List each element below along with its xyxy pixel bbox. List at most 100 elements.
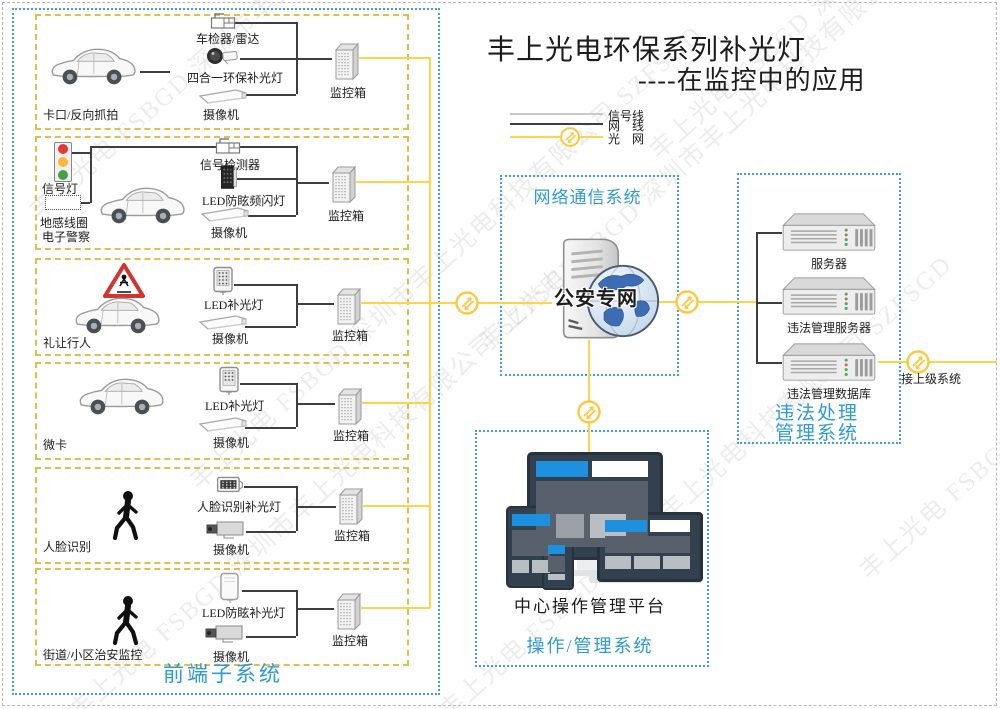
signal-line: [245, 427, 296, 429]
globe-icon: [586, 264, 660, 338]
network-line: [296, 303, 334, 305]
optical-line: [361, 607, 430, 609]
ground-loop-icon: [45, 195, 81, 210]
subsystem-label: 卡口/反向抓拍: [43, 108, 119, 122]
subsystem-box-microcheckpoint: [35, 362, 409, 460]
monitor-cabinet-icon: [337, 387, 363, 426]
phone-header-block: [548, 545, 565, 554]
front-end-box: [12, 8, 440, 695]
signal-line: [240, 383, 296, 385]
led-fill-light-icon: [213, 266, 233, 295]
cabinet-label: 监控箱: [334, 529, 371, 543]
signal-line: [248, 215, 296, 217]
monitor-cabinet-icon: [334, 42, 360, 81]
network-line: [296, 608, 334, 610]
cabinet-label: 监控箱: [332, 634, 369, 648]
led-antiglare-light-icon: [220, 572, 239, 603]
monitor-cabinet-icon: [336, 592, 362, 631]
signal-line: [244, 486, 296, 488]
subsystem-box-face-recognition: [35, 467, 409, 564]
violation-system-box: [737, 173, 901, 444]
tablet-tile: [532, 560, 550, 573]
device-label: 摄像机: [212, 332, 249, 346]
optical-line: [652, 301, 756, 303]
legend-optical-label: 光 网: [608, 132, 645, 146]
optical-uplink-line: [878, 361, 997, 363]
monitor-cabinet-icon: [338, 487, 364, 526]
signal-line: [246, 636, 296, 638]
pedestrian-crossing-sign-icon: [103, 263, 145, 298]
page-title: 丰上光电环保系列补光灯: [487, 35, 807, 66]
device-label: 摄像机: [211, 226, 248, 240]
camera-housing-icon: [198, 417, 247, 432]
operation-platform-label: 中心操作管理平台: [514, 597, 666, 616]
operation-system-label: 操作/管理系统: [526, 636, 654, 656]
signal-detector-icon: [215, 138, 241, 154]
legend-signal-line: [510, 113, 603, 115]
monitor-tile: [556, 514, 584, 538]
signal-line: [296, 146, 298, 215]
monitor-header-block: [536, 461, 588, 477]
tablet-body-block: [512, 530, 550, 556]
signal-line: [242, 590, 296, 592]
laptop-header-block: [605, 520, 647, 532]
subsystem-box-street-security: [35, 568, 409, 666]
fiber-node-icon: [675, 290, 699, 314]
signal-line: [70, 152, 90, 154]
signal-line: [140, 71, 170, 73]
rack-server-icon: [782, 213, 876, 251]
rack-server-icon: [782, 277, 876, 315]
strobe-light-icon: [221, 165, 237, 189]
network-line: [756, 362, 782, 364]
roadside-label: 信号灯: [42, 182, 79, 196]
operation-system-box: [475, 430, 709, 667]
device-label: 四合一环保补光灯: [187, 71, 284, 85]
signal-line: [296, 590, 298, 636]
optical-line: [363, 505, 430, 507]
optical-line: [356, 181, 430, 183]
traffic-light-icon: [54, 142, 72, 182]
server-label: 违法管理服务器: [786, 321, 871, 335]
network-line: [756, 302, 782, 304]
optical-line: [359, 57, 430, 59]
tablet-header-block: [512, 514, 550, 526]
subsystem-label: 街道/小区治安监控: [43, 648, 143, 662]
camera-side-icon: [206, 521, 244, 539]
device-label: LED补光灯: [205, 399, 265, 413]
subsystem-label: 礼让行人: [43, 336, 92, 350]
legend-network-line: [510, 123, 603, 125]
device-label: 摄像机: [213, 436, 250, 450]
pedestrian-icon: [112, 491, 139, 541]
network-line: [296, 506, 336, 508]
fiber-node-icon: [577, 400, 601, 424]
fiber-node-icon: [455, 291, 479, 315]
server-label: 服务器: [810, 257, 847, 271]
violation-system-label-line1: 违法处理: [774, 403, 859, 424]
optical-line: [588, 340, 590, 453]
core-network-label: 公安专网: [554, 288, 638, 310]
tablet-tile: [512, 560, 529, 573]
network-line: [296, 58, 332, 60]
signal-line: [240, 58, 296, 60]
cabinet-label: 监控箱: [332, 329, 369, 343]
face-recognition-light-icon: [216, 476, 243, 493]
laptop-tile: [663, 556, 690, 569]
vehicle-detector-icon: [210, 13, 236, 29]
device-label: 信号检测器: [200, 158, 261, 172]
pedestrian-icon: [112, 596, 139, 646]
signal-line: [296, 486, 298, 531]
device-label: LED防眩频闪灯: [202, 194, 286, 208]
front-end-label: 前端子系统: [163, 662, 283, 686]
network-line: [296, 403, 335, 405]
legend-signal-label: 信号线: [608, 109, 645, 123]
monitor-cabinet-icon: [336, 287, 362, 326]
laptop-header-block: [650, 520, 690, 532]
cabinet-label: 监控箱: [330, 86, 367, 100]
device-label: 摄像机: [203, 108, 240, 122]
signal-line: [90, 146, 296, 148]
phone-body-block: [548, 556, 565, 572]
subsystem-box-epolice: [35, 136, 409, 250]
page-subtitle: ----在监控中的应用: [638, 66, 866, 95]
